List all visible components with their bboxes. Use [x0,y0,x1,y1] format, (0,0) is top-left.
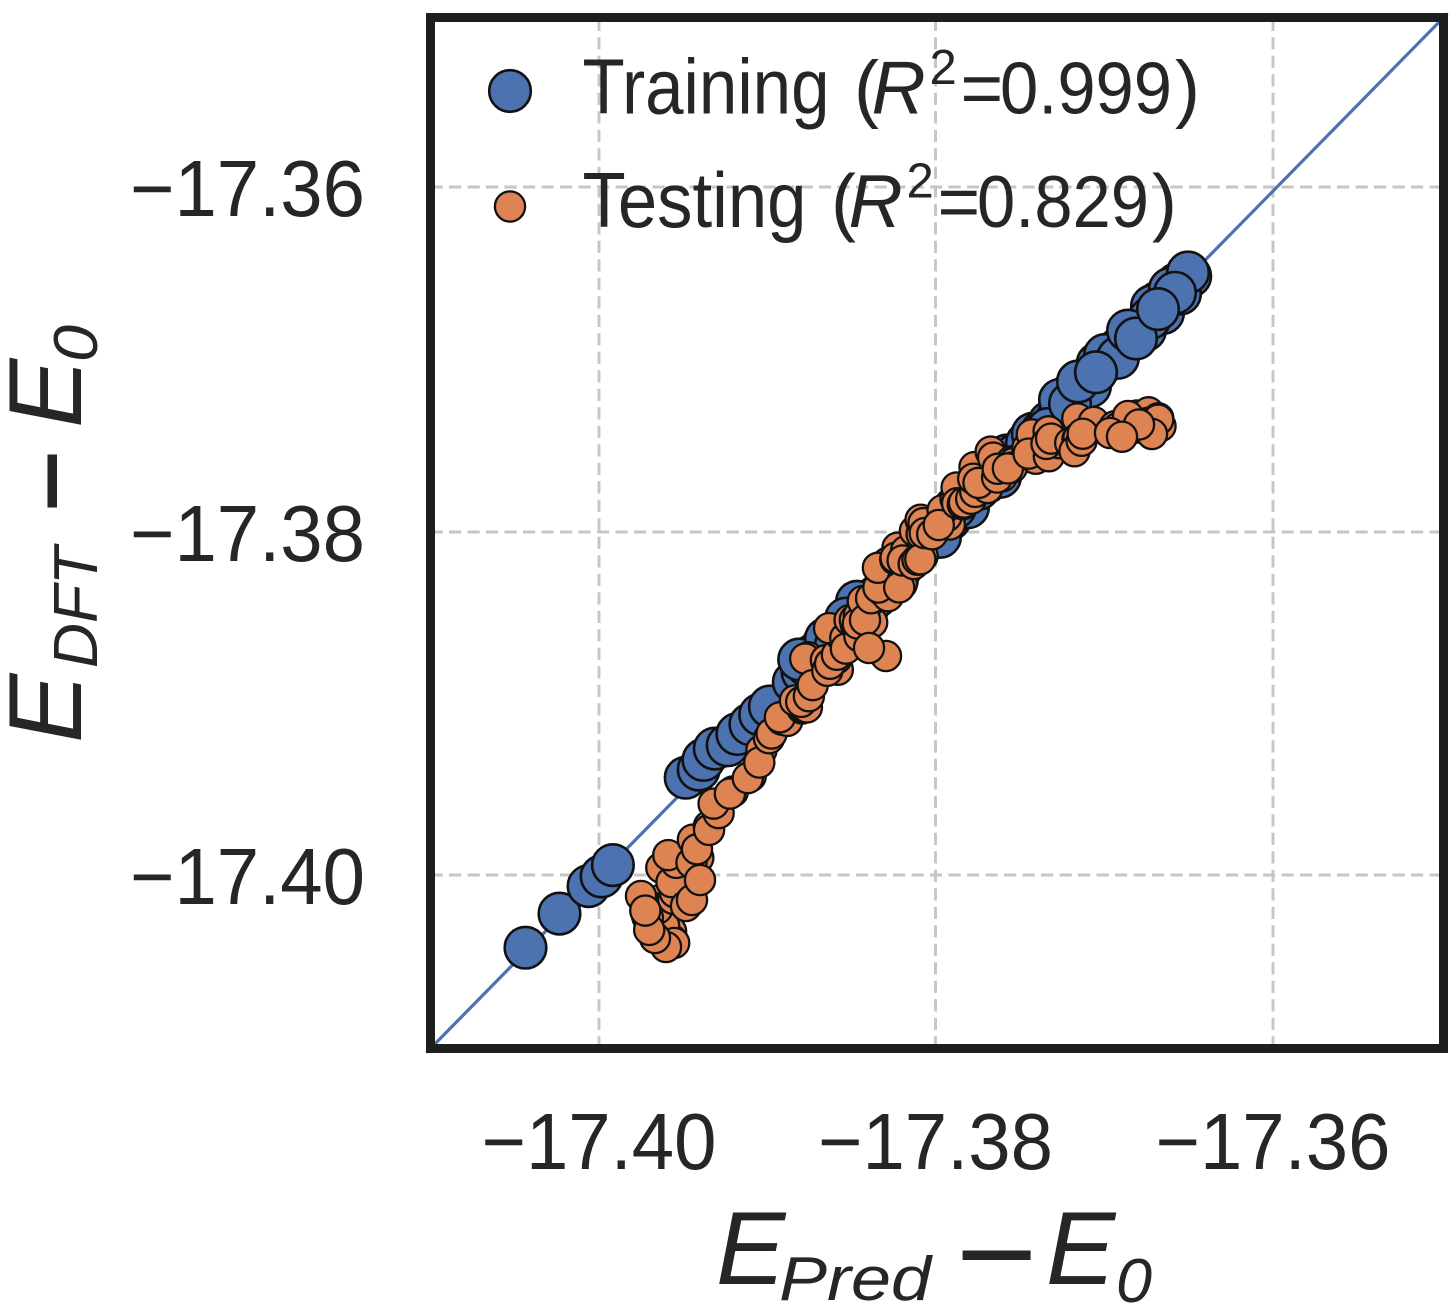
svg-text:0: 0 [1116,1247,1152,1308]
svg-text:E: E [716,1191,787,1307]
svg-text:): ) [1175,46,1200,130]
svg-text:): ) [1152,159,1177,243]
svg-text:−17.38: −17.38 [818,1097,1053,1186]
svg-text:2: 2 [930,41,957,95]
svg-text:0.829: 0.829 [977,162,1149,243]
svg-text:2: 2 [907,155,934,209]
svg-text:−17.40: −17.40 [130,832,365,921]
svg-text:0: 0 [42,325,111,362]
svg-text:Training: Training [583,43,830,131]
svg-text:=: = [961,49,1004,130]
svg-text:=: = [938,162,981,243]
svg-text:−17.40: −17.40 [482,1097,717,1186]
svg-text:DFT: DFT [42,543,111,668]
svg-text:−17.36: −17.36 [130,144,365,233]
svg-text:(: ( [831,159,856,243]
svg-text:−17.38: −17.38 [130,489,365,578]
svg-text:0.999: 0.999 [1000,49,1172,130]
svg-text:E: E [0,357,104,428]
svg-text:E: E [1046,1191,1117,1307]
svg-text:E: E [0,672,104,743]
svg-text:−17.36: −17.36 [1156,1097,1391,1186]
svg-text:Testing: Testing [583,156,807,244]
svg-text:R: R [849,159,903,243]
svg-text:Pred: Pred [779,1245,934,1308]
svg-text:R: R [872,46,926,130]
svg-text:(: ( [854,46,879,130]
